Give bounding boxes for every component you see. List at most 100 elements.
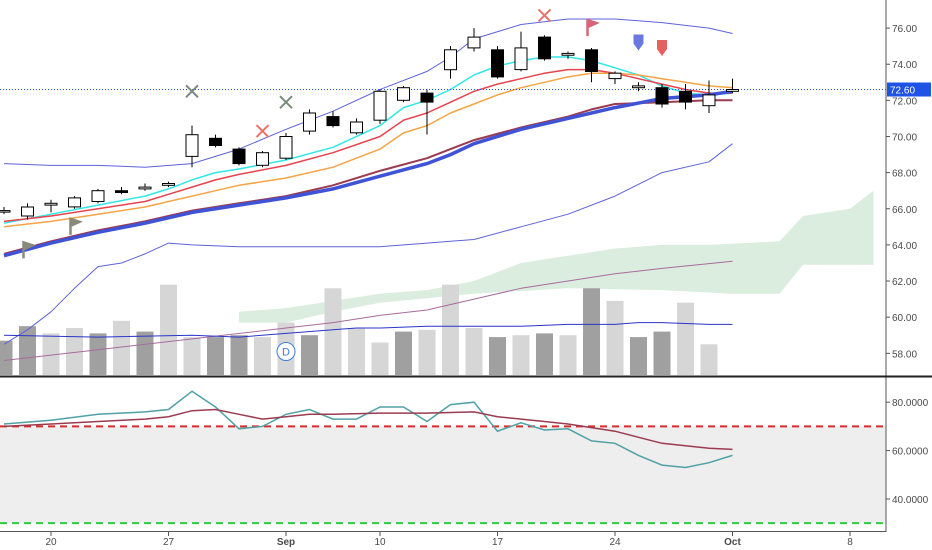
volume-bar-5 — [113, 320, 130, 375]
volume-bar-8 — [183, 337, 201, 375]
candle-body-28 — [655, 87, 669, 105]
candle-31 — [726, 78, 739, 94]
volume-bar-16 — [371, 342, 389, 375]
candle-body-3 — [68, 197, 81, 208]
osc-tick-label-2: 40.0000 — [892, 495, 929, 506]
price-tick-label-6: 64.00 — [892, 241, 917, 252]
candle-body-4 — [91, 190, 105, 202]
arrow-marker-7 — [633, 34, 644, 51]
candle-18 — [420, 89, 434, 135]
x-marker-1 — [255, 124, 270, 138]
volume-bar-27 — [630, 337, 647, 375]
oscillator-panel — [0, 390, 886, 525]
candle-28 — [655, 84, 669, 108]
volume-bar-28 — [653, 331, 671, 375]
candle-body-22 — [514, 47, 528, 71]
candle-5 — [115, 187, 128, 195]
candle-body-12 — [279, 136, 293, 159]
candle-12 — [279, 132, 293, 160]
volume-bar-23 — [536, 333, 553, 375]
x-marker-0 — [185, 84, 199, 99]
candle-1 — [21, 203, 34, 220]
candle-body-23 — [538, 36, 551, 60]
candle-body-27 — [632, 85, 645, 89]
candle-body-14 — [326, 116, 340, 127]
candle-29 — [679, 84, 692, 110]
candle-30 — [702, 80, 716, 113]
volume-bar-29 — [677, 302, 694, 375]
candle-4 — [91, 188, 105, 204]
price-tick-label-9: 58.00 — [892, 349, 917, 360]
candle-24 — [561, 51, 575, 59]
candle-8 — [185, 125, 199, 168]
candle-7 — [162, 181, 175, 188]
volume-bar-6 — [136, 331, 154, 375]
candle-27 — [632, 82, 645, 92]
candle-19 — [444, 46, 457, 79]
series-oscillator-fast — [3, 390, 733, 469]
candle-body-11 — [256, 152, 269, 166]
dividend-badge-label: D — [282, 347, 290, 359]
flag-marker-4 — [22, 240, 36, 259]
candle-body-6 — [138, 186, 152, 190]
candle-body-19 — [444, 49, 457, 71]
series-bollinger-upper — [3, 18, 733, 168]
candle-body-25 — [585, 49, 598, 72]
volume-bar-15 — [348, 328, 365, 375]
volume-bar-0 — [0, 340, 13, 375]
volume-bar-17 — [395, 331, 412, 375]
candle-15 — [350, 118, 363, 135]
candle-21 — [491, 46, 504, 79]
candle-body-20 — [467, 36, 481, 49]
volume-bar-22 — [512, 335, 530, 375]
ichimoku-cloud — [239, 190, 874, 323]
candle-10 — [232, 147, 246, 166]
candle-body-17 — [397, 87, 410, 101]
candle-2 — [44, 199, 58, 213]
time-tick-label-0: 20 — [45, 537, 57, 548]
oscillator-band — [0, 426, 886, 524]
volume-bar-25 — [583, 288, 600, 375]
candle-body-30 — [702, 94, 716, 107]
candle-body-31 — [726, 89, 739, 92]
time-tick-label-6: Oct — [724, 537, 741, 548]
time-tick-label-4: 17 — [492, 537, 504, 548]
volume-bar-21 — [489, 337, 506, 375]
candle-body-8 — [185, 134, 199, 157]
series-ma-orange — [3, 72, 733, 228]
dividend-badge — [276, 342, 296, 362]
time-tick-label-7: 8 — [847, 537, 853, 548]
series-ma-fast-cyan — [3, 56, 733, 224]
series-volume-average — [3, 322, 733, 338]
candle-22 — [514, 31, 528, 72]
candle-9 — [209, 134, 222, 148]
volume-bar-11 — [254, 337, 271, 375]
price-tick-label-8: 60.00 — [892, 313, 917, 324]
time-tick-label-1: 27 — [163, 537, 175, 548]
volume-bar-26 — [606, 300, 624, 375]
volume-bar-19 — [442, 284, 459, 375]
volume-bar-14 — [324, 288, 342, 375]
volume-bar-2 — [42, 333, 60, 375]
last-price-label: 72.60 — [890, 86, 915, 97]
price-tick-label-5: 66.00 — [892, 205, 917, 216]
series-long-ma-purple — [3, 260, 733, 361]
candle-13 — [303, 109, 316, 135]
volume-bar-9 — [207, 337, 224, 375]
series-ma-red — [3, 68, 733, 223]
price-tick-label-2: 72.00 — [892, 96, 917, 107]
time-tick-label-3: 10 — [374, 537, 386, 548]
x-marker-2 — [279, 95, 293, 109]
candle-17 — [397, 85, 410, 103]
x-marker-3 — [537, 8, 552, 23]
candle-body-0 — [0, 210, 11, 213]
candle-body-10 — [232, 148, 246, 165]
volume-bar-10 — [230, 335, 248, 375]
volume-bar-24 — [559, 335, 577, 375]
candle-body-24 — [561, 52, 575, 56]
volume-bar-18 — [418, 329, 436, 375]
volume-bar-4 — [89, 333, 107, 375]
time-tick-label-5: 24 — [609, 537, 621, 548]
